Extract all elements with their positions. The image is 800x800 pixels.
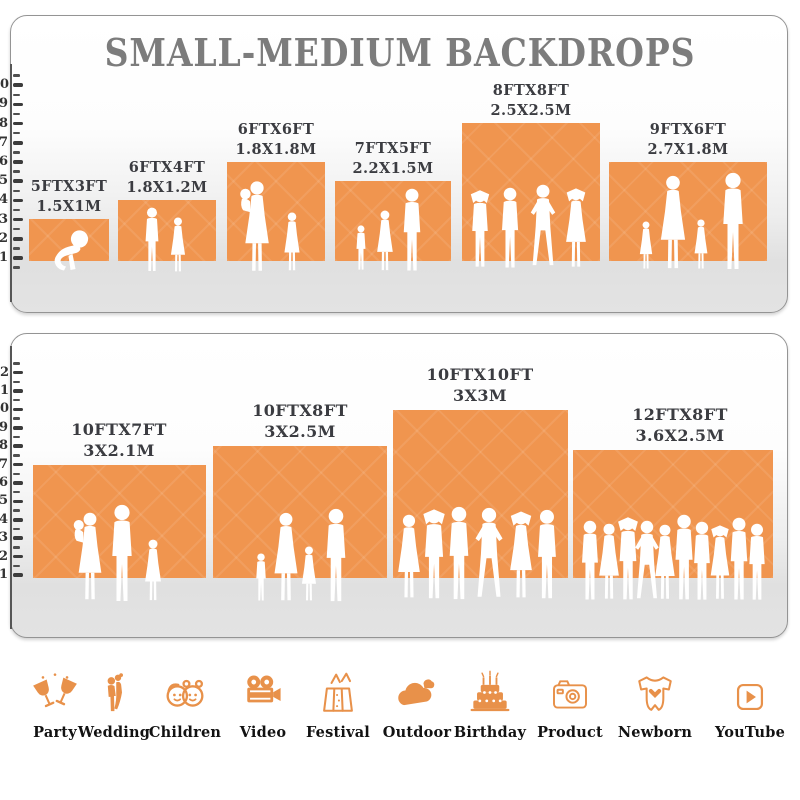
size-label: 5FTX3FT 1.5X1M xyxy=(19,177,119,216)
category-label: Newborn xyxy=(617,724,693,741)
size-label: 6FTX4FT 1.8X1.2M xyxy=(117,158,217,197)
ruler-number: 5 xyxy=(0,493,8,509)
category-wedding: Wedding xyxy=(66,660,162,741)
size-label: 8FTX8FT 2.5X2.5M xyxy=(481,81,581,120)
category-festival: Festival xyxy=(290,660,386,741)
backdrop-rect-10x7 xyxy=(33,465,206,578)
size-label: 10FTX7FT 3X2.1M xyxy=(49,419,189,461)
size-ft: 5FTX3FT xyxy=(30,178,108,195)
size-ft: 6FTX6FT xyxy=(237,121,315,138)
ruler-number: 4 xyxy=(0,511,8,527)
category-video: Video xyxy=(215,660,311,741)
size-ft: 10FTX8FT xyxy=(252,401,348,420)
size-m: 3X2.1M xyxy=(83,441,155,460)
ruler-number: 8 xyxy=(0,438,8,454)
size-label: 9FTX6FT 2.7X1.8M xyxy=(638,120,738,159)
category-label: Product xyxy=(537,724,603,741)
party-icon xyxy=(33,673,77,708)
category-youtube: YouTube xyxy=(702,660,798,741)
ruler-number: 1 xyxy=(0,250,8,265)
ruler-number: 6 xyxy=(0,154,8,169)
ruler-number: 11 xyxy=(0,383,10,398)
backdrop-rect-10x10 xyxy=(393,410,568,578)
children-icon xyxy=(166,679,204,707)
size-m: 1.5X1M xyxy=(36,197,102,215)
size-m: 2.7X1.8M xyxy=(647,140,729,158)
ruler-number: 2 xyxy=(0,230,8,246)
ruler-number: 4 xyxy=(0,192,8,208)
size-ft: 10FTX10FT xyxy=(426,365,534,384)
size-ft: 7FTX5FT xyxy=(354,140,432,157)
size-m: 2.2X1.5M xyxy=(352,159,434,177)
ruler-number: 2 xyxy=(0,548,8,564)
category-product: Product xyxy=(522,660,618,741)
category-birthday: Birthday xyxy=(442,660,538,741)
video-icon xyxy=(247,675,281,703)
size-m: 3X3M xyxy=(453,386,507,405)
ruler-number: 9 xyxy=(0,419,8,435)
size-ft: 12FTX8FT xyxy=(632,405,728,424)
ruler-number: 1 xyxy=(0,567,8,582)
birthday-icon xyxy=(470,670,510,712)
category-outdoor: Outdoor xyxy=(369,660,465,741)
size-ft: 10FTX7FT xyxy=(71,420,167,439)
category-label: Birthday xyxy=(453,724,527,741)
category-children: Children xyxy=(137,660,233,741)
size-label: 12FTX8FT 3.6X2.5M xyxy=(610,404,750,446)
category-label: Party xyxy=(33,724,77,741)
category-label: Wedding xyxy=(77,724,151,741)
size-m: 1.8X1.2M xyxy=(126,178,208,196)
ruler-number: 3 xyxy=(0,211,8,227)
ruler-number: 9 xyxy=(0,96,8,112)
ruler-number: 8 xyxy=(0,115,8,131)
product-icon xyxy=(553,680,587,709)
category-party: Party xyxy=(7,660,103,741)
ruler-number: 3 xyxy=(0,530,8,546)
backdrop-rect-8x8 xyxy=(462,123,600,261)
ruler-number: 6 xyxy=(0,475,8,490)
size-ft: 6FTX4FT xyxy=(128,159,206,176)
newborn-icon xyxy=(638,676,672,711)
category-label: Festival xyxy=(305,724,371,741)
backdrop-rect-7x5 xyxy=(335,181,451,261)
category-label: Children xyxy=(148,724,222,741)
page-title: SMALL-MEDIUM BACKDROPS xyxy=(104,30,696,75)
size-label: 10FTX8FT 3X2.5M xyxy=(230,400,370,442)
festival-icon xyxy=(323,672,353,712)
category-label: Outdoor xyxy=(382,724,452,741)
ruler-number: 5 xyxy=(0,173,8,189)
backdrop-rect-6x6 xyxy=(227,162,325,261)
ruler-number: 10 xyxy=(0,77,10,93)
backdrop-rect-5x3 xyxy=(29,219,109,261)
wedding-icon xyxy=(107,673,123,712)
backdrop-rect-12x8 xyxy=(573,450,773,578)
outdoor-icon xyxy=(398,679,435,706)
category-label: Video xyxy=(239,724,287,741)
size-m: 2.5X2.5M xyxy=(490,101,572,119)
size-label: 6FTX6FT 1.8X1.8M xyxy=(226,120,326,159)
size-ft: 9FTX6FT xyxy=(649,121,727,138)
backdrop-rect-9x6 xyxy=(609,162,767,261)
size-label: 10FTX10FT 3X3M xyxy=(410,364,550,406)
size-m: 3.6X2.5M xyxy=(635,426,725,445)
size-m: 3X2.5M xyxy=(264,422,336,441)
category-label: YouTube xyxy=(714,724,786,741)
size-label: 7FTX5FT 2.2X1.5M xyxy=(343,139,443,178)
youtube-icon xyxy=(736,683,764,711)
backdrop-rect-10x8 xyxy=(213,446,387,578)
category-newborn: Newborn xyxy=(607,660,703,741)
backdrop-rect-6x4 xyxy=(118,200,216,261)
size-ft: 8FTX8FT xyxy=(492,82,570,99)
ruler-number: 10 xyxy=(0,401,10,417)
ruler-number: 12 xyxy=(0,364,10,380)
ruler-number: 7 xyxy=(0,134,8,150)
size-m: 1.8X1.8M xyxy=(235,140,317,158)
ruler-number: 7 xyxy=(0,456,8,472)
